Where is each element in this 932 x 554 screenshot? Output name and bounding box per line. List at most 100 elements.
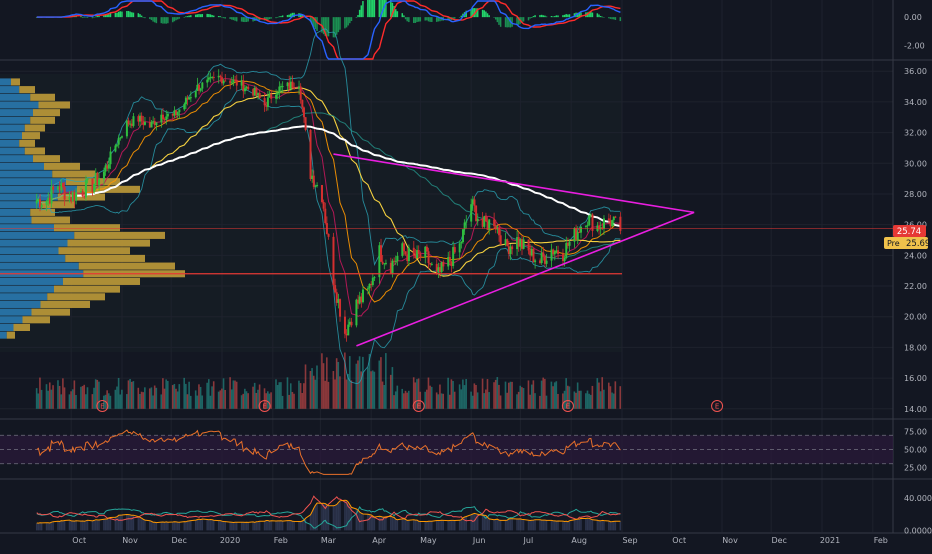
macd-histogram-bar <box>244 17 246 23</box>
macd-histogram-bar <box>357 15 359 18</box>
volume-bar <box>211 386 213 409</box>
volume-bar <box>511 381 513 409</box>
adx-bar <box>529 520 531 531</box>
macd-histogram-bar <box>609 17 612 19</box>
volume-bar <box>173 383 176 409</box>
macd-histogram-bar <box>562 15 564 18</box>
adx-bar <box>344 500 346 531</box>
adx-bar <box>458 520 461 531</box>
adx-bar <box>463 517 466 531</box>
macd-histogram-bar <box>385 0 387 18</box>
adx-bar <box>440 520 443 531</box>
adx-bar <box>163 522 166 531</box>
volume-bar <box>160 394 163 409</box>
adx-bar <box>485 515 487 531</box>
adx-bar <box>175 521 177 531</box>
macd-histogram-bar <box>337 17 340 33</box>
macd-histogram-bar <box>534 15 536 18</box>
volume-bar <box>171 385 174 409</box>
candle-body <box>63 187 66 200</box>
adx-bar <box>473 513 476 531</box>
volume-bar <box>517 391 520 409</box>
candle-body <box>178 109 181 112</box>
adx-bar <box>232 522 235 531</box>
volume-bar <box>58 385 61 409</box>
macd-histogram-bar <box>447 17 449 21</box>
candle-body <box>68 197 71 200</box>
adx-bar <box>96 519 99 531</box>
volume-bar <box>183 377 185 409</box>
macd-histogram-bar <box>493 17 495 18</box>
adx-bar <box>585 518 587 531</box>
volume-bar <box>529 394 531 409</box>
volume-bar <box>563 390 566 409</box>
adx-bar <box>93 520 95 531</box>
volume-bar <box>212 381 215 409</box>
adx-bar <box>52 521 54 531</box>
macd-histogram-bar <box>209 14 212 18</box>
adx-bar <box>332 505 335 531</box>
volume-profile-bar-up <box>0 262 79 270</box>
volume-bar <box>152 395 154 409</box>
volume-bar <box>401 388 404 409</box>
candle-body <box>71 192 74 202</box>
volume-bar <box>229 377 231 409</box>
macd-histogram-bar <box>131 12 133 18</box>
candle-body <box>401 243 404 256</box>
macd-histogram-bar <box>527 17 530 21</box>
volume-profile-bar-up <box>0 277 63 285</box>
volume-bar <box>465 379 467 409</box>
volume-bar <box>370 371 372 409</box>
volume-bar <box>144 387 146 409</box>
adx-bar <box>568 520 571 531</box>
volume-bar <box>475 384 477 409</box>
volume-bar <box>48 382 51 409</box>
adx-bar <box>50 522 53 531</box>
adx-bar <box>598 520 600 531</box>
adx-bar <box>416 520 418 531</box>
time-axis[interactable]: Oct Nov Dec 2020 Feb Mar Apr May Jun Jul Aug Sep Oct… <box>72 536 888 545</box>
adx-bar <box>313 508 315 531</box>
volume-bar <box>189 395 192 409</box>
candle-body <box>240 80 243 86</box>
macd-histogram-bar <box>142 17 145 18</box>
candle-body <box>252 89 255 96</box>
candle-body <box>139 115 142 122</box>
volume-bar <box>288 394 290 409</box>
adx-bar <box>281 521 284 531</box>
volume-bar <box>52 385 54 409</box>
candle-body <box>98 179 101 186</box>
candle-body <box>165 116 168 120</box>
adx-bar <box>517 518 520 531</box>
volume-profile-bar-up <box>0 316 23 324</box>
candle-body <box>116 144 119 146</box>
volume-bar <box>350 380 353 409</box>
candle-body <box>509 246 512 255</box>
adx-bar <box>172 521 174 531</box>
candle-body <box>335 292 338 303</box>
candle-body <box>393 260 396 262</box>
macd-histogram-bar <box>162 17 164 24</box>
candle-body <box>293 88 296 90</box>
volume-bar <box>222 378 225 409</box>
rsi-line <box>36 429 621 475</box>
adx-bar <box>162 522 164 531</box>
candle-body <box>230 82 233 84</box>
macd-histogram-bar <box>542 15 545 18</box>
candle-body <box>206 79 209 83</box>
adx-bar <box>367 514 369 531</box>
candle-body <box>188 97 191 100</box>
adx-bar <box>60 520 63 531</box>
adx-bar <box>258 521 261 531</box>
candle-body <box>109 151 112 165</box>
volume-profile-bar-down <box>33 109 60 117</box>
adx-bar <box>116 516 118 531</box>
volume-bar <box>473 383 476 409</box>
macd-histogram-bar <box>291 12 294 18</box>
adx-bar <box>360 513 363 531</box>
volume-bar <box>47 390 49 409</box>
macd-histogram-bar <box>458 17 461 18</box>
triangle-lower-trendline <box>356 211 695 347</box>
adx-bar <box>511 518 513 531</box>
adx-bar <box>252 521 254 531</box>
